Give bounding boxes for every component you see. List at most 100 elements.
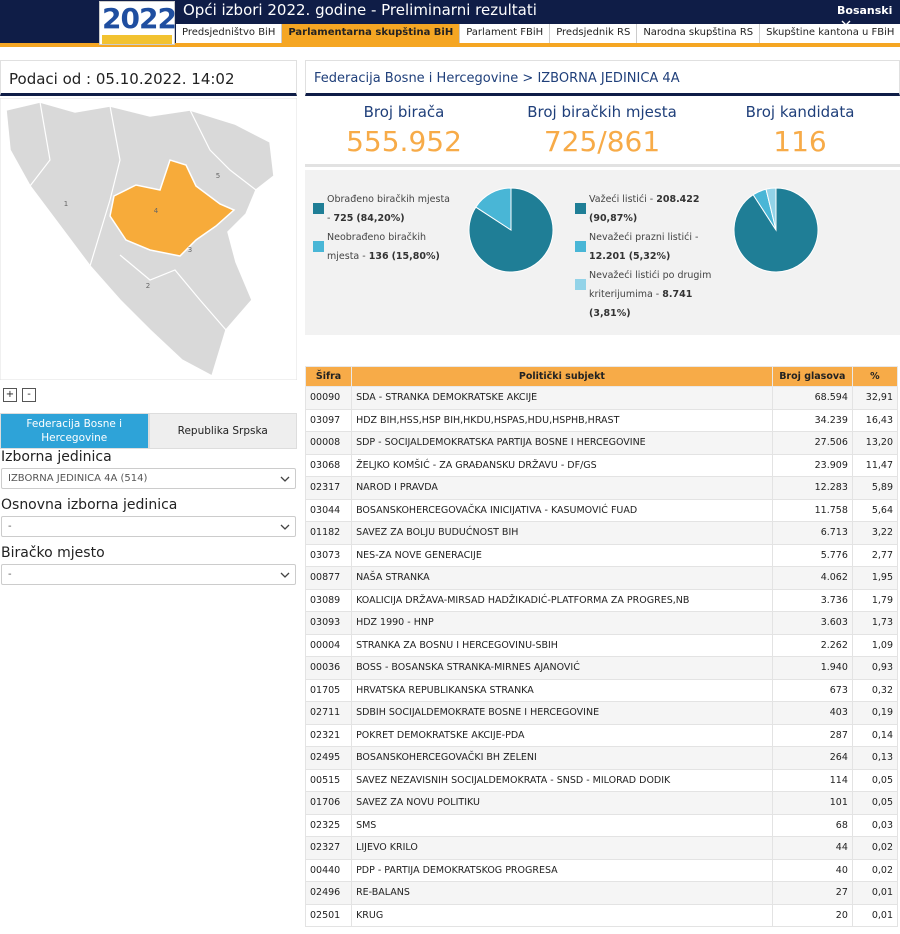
table-cell: HDZ 1990 - HNP [351,611,773,635]
table-row: 01182 SAVEZ ZA BOLJU BUDUĆNOST BIH 6.713 3,… [304,521,899,545]
tab[interactable]: Parlament FBiH [460,24,551,43]
zoom-out[interactable]: - [22,388,36,402]
table-cell: 00004 [304,633,353,657]
table-cell: 11,47 [851,453,899,477]
table-cell: 27 [771,881,853,905]
chevron [280,572,290,578]
table-cell: SAVEZ ZA BOLJU BUDUĆNOST BIH [351,521,773,545]
tab[interactable]: Predsjednik RS [550,24,638,43]
table-cell: 1,73 [851,611,899,635]
zoom-in[interactable]: + [3,388,17,402]
table-cell: 264 [771,746,853,770]
column-header: % [851,366,899,387]
table-cell: 02321 [304,723,353,747]
table-row: 02325 SMS 68 0,03 [304,813,899,837]
table-row: 03073 NES-ZA NOVE GENERACIJE 5.776 2,77 [304,543,899,567]
table-row: 02711 SDBIH SOCIJALDEMOKRATE BOSNE I HERC… [304,701,899,725]
stat: Broj biračkih mjesta 725/861 [503,103,701,158]
table-cell: HRVATSKA REPUBLIKANSKA STRANKA [351,678,773,702]
entity-button[interactable]: Federacija Bosne i Hercegovine [0,413,149,449]
legend-item: Neobrađeno biračkih mjesta - 136 (15,80%… [313,228,453,266]
map-label: 2 [146,282,150,290]
stat-label: Broj biračkih mjesta [527,103,677,121]
table-row: 02327 LIJEVO KRILO 44 0,02 [304,836,899,860]
table-cell: 2,77 [851,543,899,567]
stat-label: Broj birača [363,103,445,121]
table-cell: BOSANSKOHERCEGOVAČKI BH ZELENI [351,746,773,770]
table-row: 00008 SDP - SOCIJALDEMOKRATSKA PARTIJA BO… [304,431,899,455]
table-cell: 00515 [304,768,353,792]
page-title: Opći izbori 2022. godine - Preliminarni … [183,1,537,19]
stat-value: 116 [773,125,827,158]
table-cell: 01705 [304,678,353,702]
pie-legend: Obrađeno biračkih mjesta - 725 (84,20%) N… [313,190,453,266]
table-row: 00004 STRANKA ZA BOSNU I HERCEGOVINU-SBIH… [304,633,899,657]
table-cell: 11.758 [771,498,853,522]
select[interactable]: - [1,516,296,537]
table-cell: 0,14 [851,723,899,747]
table-cell: 3.603 [771,611,853,635]
pie-chart [733,187,819,273]
table-row: 00515 SAVEZ NEZAVISNIH SOCIJALDEMOKRATA -… [304,768,899,792]
language: Bosanski [837,4,893,17]
map-label: 4 [154,207,159,215]
select[interactable]: IZBORNA JEDINICA 4A (514) [1,468,296,489]
table-row: 00440 PDP - PARTIJA DEMOKRATSKOG PROGRESA… [304,858,899,882]
table-row: 02317 NAROD I PRAVDA 12.283 5,89 [304,476,899,500]
table-cell: SDBIH SOCIJALDEMOKRATE BOSNE I HERCEGOVI… [351,701,773,725]
select-value: IZBORNA JEDINICA 4A (514) [8,473,148,484]
table-cell: PDP - PARTIJA DEMOKRATSKOG PROGRESA [351,858,773,882]
table-cell: 0,93 [851,656,899,680]
table-cell: 0,05 [851,791,899,815]
table-cell: 03089 [304,588,353,612]
table-row: 03068 ŽELJKO KOMŠIĆ - ZA GRAĐANSKU DRŽAVU… [304,453,899,477]
logo-band [102,35,172,44]
legend-percent: (84,20%) [356,213,405,224]
column-header: Politički subjekt [351,366,773,387]
tab[interactable]: Narodna skupština RS [637,24,761,43]
legend-name: Neobrađeno biračkih mjesta - [327,232,427,262]
table-row: 01706 SAVEZ ZA NOVU POLITIKU 101 0,05 [304,791,899,815]
table-row: 00877 NAŠA STRANKA 4.062 1,95 [304,566,899,590]
divider [305,164,900,167]
table-cell: 0,03 [851,813,899,837]
table-cell: STRANKA ZA BOSNU I HERCEGOVINU-SBIH [351,633,773,657]
table-cell: 02495 [304,746,353,770]
legend-swatch [575,279,586,290]
stat: Broj birača 555.952 [305,103,503,158]
stat: Broj kandidata 116 [701,103,899,158]
table-cell: 0,01 [851,881,899,905]
pie-chart [468,187,554,273]
table-cell: BOSS - BOSANSKA STRANKA-MIRNES AJANOVIĆ [351,656,773,680]
table-cell: KOALICIJA DRŽAVA-MIRSAD HADŽIKADIĆ-PLATF… [351,588,773,612]
table-cell: 5.776 [771,543,853,567]
legend-swatch [313,241,324,252]
table-cell: 03044 [304,498,353,522]
select[interactable]: - [1,564,296,585]
logo[interactable]: 2022 [99,1,177,45]
table-cell: SAVEZ NEZAVISNIH SOCIJALDEMOKRATA - SNSD… [351,768,773,792]
table-cell: 02496 [304,881,353,905]
table-cell: 00008 [304,431,353,455]
results-table: Šifra Politički subjekt Broj glasova% 00090… [304,366,899,927]
table-cell: 03073 [304,543,353,567]
tab[interactable]: Skupštine kantona u FBiH [760,24,900,43]
table-cell: 0,02 [851,858,899,882]
table-cell: 1,95 [851,566,899,590]
entity-button[interactable]: Republika Srpska [148,413,297,449]
chevron [280,524,290,530]
table-cell: 02325 [304,813,353,837]
table-cell: 68.594 [771,386,853,410]
chevron-path [280,476,290,482]
tab[interactable]: Parlamentarna skupština BiH [282,24,461,43]
map-region-selected[interactable] [109,159,236,257]
filter-label: Osnovna izborna jedinica [1,497,178,513]
table-cell: NAŠA STRANKA [351,566,773,590]
breadcrumb: Federacija Bosne i Hercegovine > IZBORNA… [305,60,900,96]
tab[interactable]: Predsjedništvo BiH [176,24,283,43]
table-row: 03093 HDZ 1990 - HNP 3.603 1,73 [304,611,899,635]
map-label: 1 [64,200,68,208]
table-cell: KRUG [351,903,773,927]
legend-name: Obrađeno biračkih mjesta - [327,194,450,224]
